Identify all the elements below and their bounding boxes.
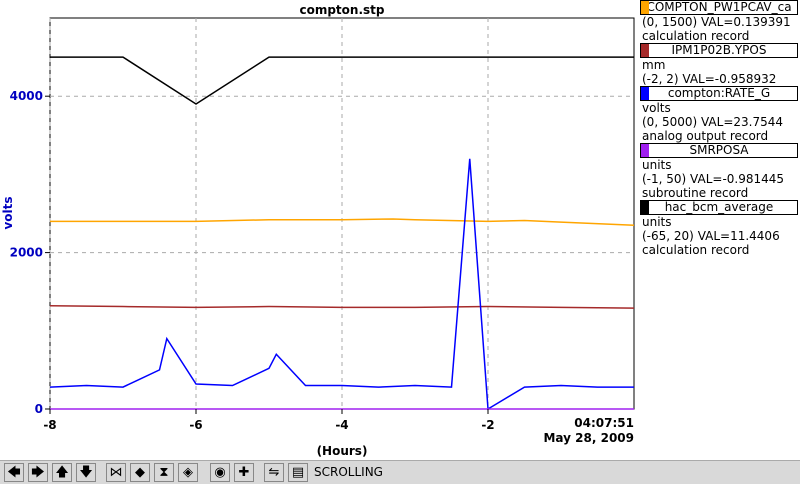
x-tick-label: -2 bbox=[481, 418, 494, 432]
y-tick-label: 0 bbox=[35, 402, 43, 416]
center-button[interactable]: ◉ bbox=[210, 463, 230, 482]
zoom-in-vertical-button[interactable]: ⧗ bbox=[154, 463, 174, 482]
legend-series-name[interactable]: hac_bcm_average bbox=[640, 200, 798, 215]
legend-value: VAL=-0.958932 bbox=[678, 72, 777, 86]
zoom-in-vertical-icon: ⧗ bbox=[159, 465, 169, 480]
end-time-label: 04:07:51 bbox=[574, 416, 634, 430]
legend: COMPTON_PW1PCAV_ca (0, 1500) VAL=0.139391… bbox=[638, 0, 800, 257]
legend-value: VAL=0.139391 bbox=[697, 15, 791, 29]
legend-color-swatch bbox=[641, 144, 649, 157]
y-tick-label: 2000 bbox=[10, 246, 43, 260]
legend-entry-compton-rate-g: compton:RATE_G volts (0, 5000) VAL=23.7544… bbox=[638, 86, 800, 143]
legend-range: (-1, 50) bbox=[642, 172, 687, 186]
x-tick-label: -6 bbox=[189, 418, 202, 432]
legend-entry-ipm1p02b-ypos: IPM1P02B.YPOS mm (-2, 2) VAL=-0.958932 bbox=[638, 43, 800, 86]
autoscale-button[interactable]: ⇋ bbox=[264, 463, 284, 482]
legend-record: analog output record bbox=[642, 129, 769, 143]
x-axis-label: (Hours) bbox=[317, 444, 368, 458]
legend-color-swatch bbox=[641, 87, 649, 100]
series-line-compton-rate-g bbox=[49, 158, 634, 411]
legend-series-label: hac_bcm_average bbox=[664, 200, 774, 214]
zoom-in-horizontal-icon: ⋈ bbox=[109, 465, 123, 480]
series-line-compton-pw1pcav-ca bbox=[50, 218, 635, 226]
legend-value: VAL=-0.981445 bbox=[686, 172, 785, 186]
legend-series-name[interactable]: IPM1P02B.YPOS bbox=[640, 43, 798, 58]
legend-series-label: compton:RATE_G bbox=[667, 86, 771, 100]
legend-series-label: SMRPOSA bbox=[689, 143, 749, 157]
x-tick-label: -8 bbox=[43, 418, 56, 432]
legend-range: (-2, 2) bbox=[642, 72, 679, 86]
legend-value: VAL=23.7544 bbox=[697, 115, 783, 129]
left-arrow-button[interactable]: 🡄 bbox=[4, 463, 24, 482]
legend-range: (0, 5000) bbox=[642, 115, 698, 129]
x-tick-label: -4 bbox=[335, 418, 348, 432]
left-arrow-icon: 🡄 bbox=[7, 465, 21, 480]
legend-series-name[interactable]: COMPTON_PW1PCAV_ca bbox=[640, 0, 798, 15]
series-line-ipm1p02b-ypos bbox=[49, 305, 635, 309]
legend-entry-compton-pw1pcav-ca: COMPTON_PW1PCAV_ca (0, 1500) VAL=0.139391… bbox=[638, 0, 800, 43]
axes-layer: -8 -6 -4 -2 0 2000 4000 bbox=[10, 89, 495, 432]
down-arrow-button[interactable]: 🡇 bbox=[76, 463, 96, 482]
legend-range-value: (-65, 20) VAL=11.4406 bbox=[638, 229, 800, 243]
zoom-out-vertical-icon: ◈ bbox=[183, 465, 193, 480]
legend-value: VAL=11.4406 bbox=[693, 229, 780, 243]
right-arrow-button[interactable]: 🡆 bbox=[28, 463, 48, 482]
legend-range: (0, 1500) bbox=[642, 15, 698, 29]
crosshair-icon: ✚ bbox=[238, 465, 250, 480]
legend-series-name[interactable]: SMRPOSA bbox=[640, 143, 798, 158]
y-axis-label: volts bbox=[1, 196, 15, 229]
zoom-out-vertical-button[interactable]: ◈ bbox=[178, 463, 198, 482]
chart-plot: compton.stp -8 -6 -4 -2 0 2000 4000 volts (Hou… bbox=[1, 3, 635, 458]
legend-record: calculation record bbox=[642, 243, 750, 257]
legend-record: calculation record bbox=[642, 29, 750, 43]
scroll-icon: ▤ bbox=[291, 465, 305, 480]
legend-units: mm bbox=[642, 58, 666, 72]
legend-series-label: IPM1P02B.YPOS bbox=[671, 43, 767, 57]
scrolling-status: SCROLLING bbox=[314, 465, 383, 479]
legend-entry-hac-bcm-average: hac_bcm_average units (-65, 20) VAL=11.440… bbox=[638, 200, 800, 257]
series-layer bbox=[49, 56, 635, 411]
autoscale-icon: ⇋ bbox=[268, 465, 280, 480]
up-arrow-button[interactable]: 🡅 bbox=[52, 463, 72, 482]
zoom-out-horizontal-button[interactable]: ◆ bbox=[130, 463, 150, 482]
legend-units: units bbox=[642, 158, 672, 172]
right-arrow-icon: 🡆 bbox=[31, 465, 45, 480]
y-tick-label: 4000 bbox=[10, 89, 43, 103]
center-icon: ◉ bbox=[214, 465, 226, 480]
crosshair-button[interactable]: ✚ bbox=[234, 463, 254, 482]
legend-range-value: (0, 5000) VAL=23.7544 bbox=[638, 115, 800, 129]
legend-color-swatch bbox=[641, 1, 649, 14]
legend-range-value: (0, 1500) VAL=0.139391 bbox=[638, 15, 800, 29]
legend-range: (-65, 20) bbox=[642, 229, 694, 243]
zoom-in-horizontal-button[interactable]: ⋈ bbox=[106, 463, 126, 482]
legend-entry-smrposa: SMRPOSA units (-1, 50) VAL=-0.981445 subrou… bbox=[638, 143, 800, 200]
end-date-label: May 28, 2009 bbox=[543, 431, 634, 445]
chart-title: compton.stp bbox=[299, 3, 384, 17]
up-arrow-icon: 🡅 bbox=[55, 465, 69, 480]
legend-color-swatch bbox=[641, 44, 649, 57]
zoom-out-horizontal-icon: ◆ bbox=[135, 465, 145, 480]
legend-series-label: COMPTON_PW1PCAV_ca bbox=[646, 0, 792, 14]
legend-record: subroutine record bbox=[642, 186, 749, 200]
legend-units: units bbox=[642, 215, 672, 229]
toolbar: SCROLLING 🡄 🡆 🡅 🡇 ⋈ ◆ ⧗ ◈ ◉ ✚ ⇋ ▤ bbox=[0, 460, 800, 484]
scroll-button[interactable]: ▤ bbox=[288, 463, 308, 482]
legend-color-swatch bbox=[641, 201, 649, 214]
legend-series-name[interactable]: compton:RATE_G bbox=[640, 86, 798, 101]
legend-range-value: (-1, 50) VAL=-0.981445 bbox=[638, 172, 800, 186]
legend-units: volts bbox=[642, 101, 671, 115]
series-line-hac-bcm-average bbox=[50, 56, 634, 105]
down-arrow-icon: 🡇 bbox=[79, 465, 93, 480]
legend-range-value: (-2, 2) VAL=-0.958932 bbox=[638, 72, 800, 86]
